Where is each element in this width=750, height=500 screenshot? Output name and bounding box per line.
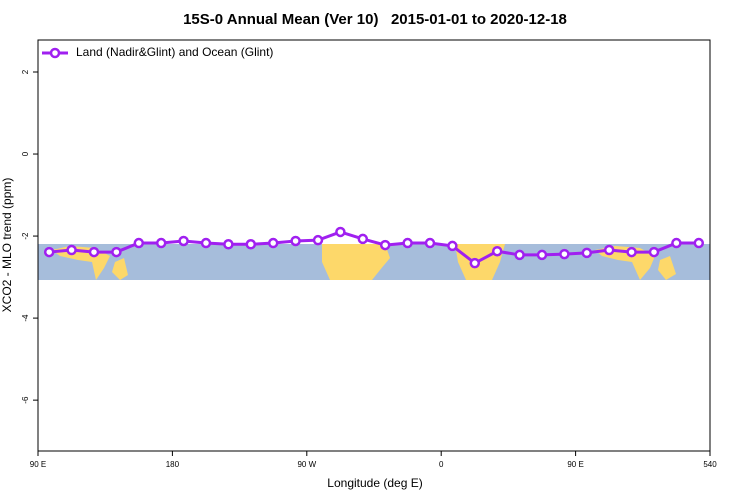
x-tick-label: 90 E [567,460,583,469]
x-tick-label: 90 W [297,460,316,469]
chart-title: 15S-0 Annual Mean (Ver 10) 2015-01-01 to… [183,11,567,28]
data-point [357,233,369,245]
y-tick-label: 2 [21,69,30,74]
y-tick-label: -2 [21,232,30,240]
data-point [245,239,257,250]
data-point [648,246,660,258]
data-point [88,246,100,258]
x-tick-label: 90 E [30,460,46,469]
data-point [111,246,122,258]
x-tick-label: 180 [166,460,180,469]
data-point [155,237,167,249]
data-point [447,240,458,252]
legend-marker [49,47,61,59]
data-point [469,257,481,269]
data-point [133,237,145,249]
data-point [514,249,525,261]
data-point [223,239,234,250]
data-point [424,237,436,249]
data-point [312,234,324,246]
data-point [379,239,391,251]
x-tick-label: 540 [703,460,717,469]
data-point [267,237,279,249]
data-point [178,235,189,247]
data-point [693,237,705,249]
y-tick-label: 0 [21,151,30,156]
y-tick-label: -6 [21,396,30,404]
data-point [200,237,212,249]
land [322,244,390,280]
data-point [290,235,301,247]
plot-frame [37,39,711,452]
data-point [581,247,593,259]
data-point [626,246,637,258]
y-axis-label: XCO2 - MLO trend (ppm) [0,178,14,313]
x-axis-label: Longitude (deg E) [327,476,422,490]
data-point [671,237,682,249]
y-tick-label: -4 [21,314,30,322]
data-point [536,249,548,261]
data-point [603,244,615,256]
land [658,256,676,280]
data-point [491,245,503,257]
x-tick-label: 0 [439,460,444,469]
land [112,258,128,280]
data-point [559,248,570,260]
data-point [335,226,346,238]
data-point [43,246,55,258]
legend-label: Land (Nadir&Glint) and Ocean (Glint) [76,45,273,59]
data-point [402,237,413,249]
data-point [66,244,77,256]
